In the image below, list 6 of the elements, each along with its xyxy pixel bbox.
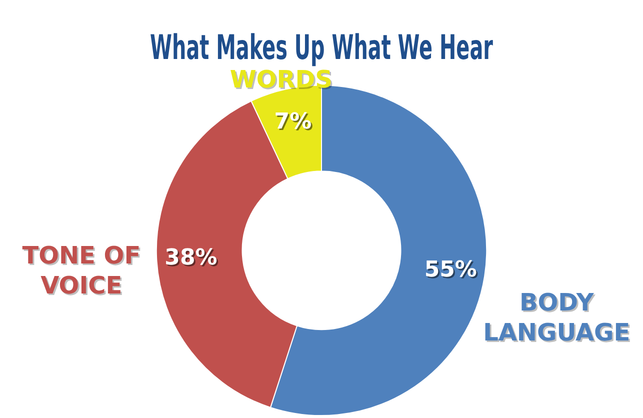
slice-label: BODY LANGUAGE — [484, 288, 632, 348]
data-label: 55% — [426, 259, 478, 284]
data-label: 38% — [166, 246, 219, 272]
data-label: 7% — [276, 111, 314, 136]
chart-title: What Makes Up What We Hear — [150, 28, 494, 68]
slice-label: TONE OF VOICE — [22, 241, 141, 301]
